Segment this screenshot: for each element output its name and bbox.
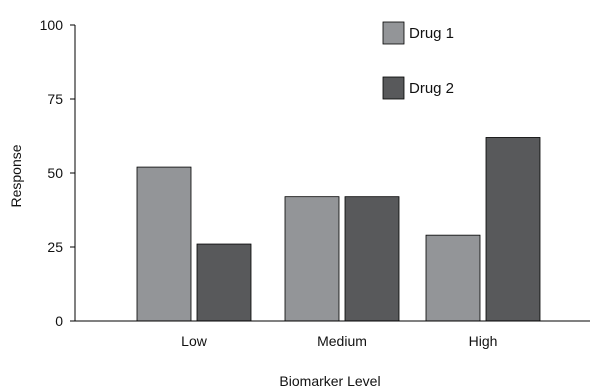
y-tick-label-100: 100 — [40, 17, 64, 33]
legend-swatch-drug-2 — [382, 76, 405, 100]
y-tick-label-50: 50 — [47, 165, 63, 181]
bar-high-drug-1 — [425, 234, 481, 322]
bar-medium-drug-1 — [284, 196, 340, 322]
y-axis-title: Response — [8, 144, 24, 207]
y-tick-label-0: 0 — [55, 313, 63, 329]
x-tick-label-medium: Medium — [317, 333, 367, 349]
bar-medium-drug-2 — [344, 196, 400, 322]
bar-high-drug-2 — [485, 137, 541, 322]
legend-label-drug-1: Drug 1 — [409, 25, 454, 42]
legend: Drug 1 Drug 2 — [382, 21, 454, 100]
x-axis-title: Biomarker Level — [279, 373, 380, 389]
bars-layer — [136, 137, 541, 322]
x-tick-label-high: High — [469, 333, 498, 349]
x-tick-label-low: Low — [181, 333, 208, 349]
legend-label-drug-2: Drug 2 — [409, 80, 454, 97]
bar-low-drug-2 — [196, 243, 252, 322]
y-tick-label-25: 25 — [47, 239, 63, 255]
y-axis-ticks: 0 25 50 75 100 — [40, 17, 75, 329]
legend-swatch-drug-1 — [382, 21, 405, 45]
bar-low-drug-1 — [136, 166, 192, 322]
y-tick-label-75: 75 — [47, 91, 63, 107]
x-axis-ticks: Low Medium High — [181, 333, 497, 349]
